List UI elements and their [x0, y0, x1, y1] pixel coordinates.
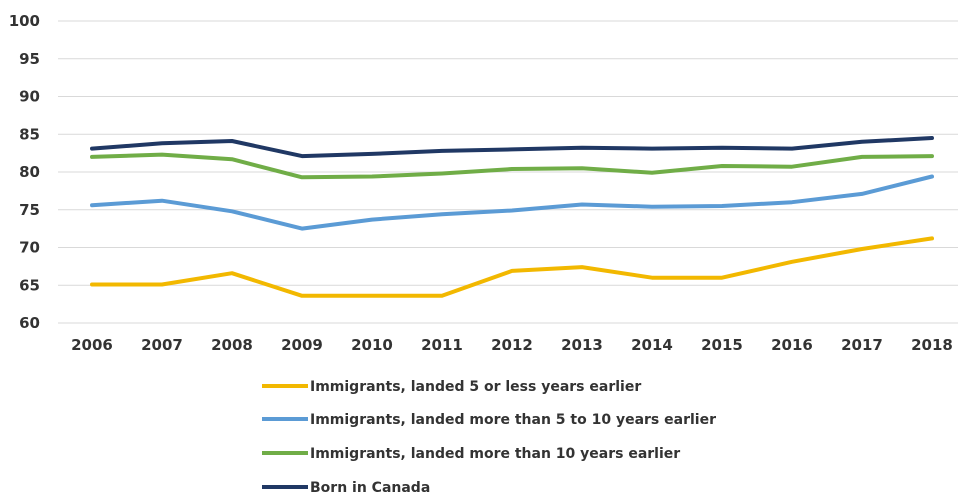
y-tick-label: 95	[19, 50, 40, 68]
y-tick-label: 65	[19, 276, 40, 294]
y-tick-label: 70	[19, 239, 40, 257]
y-tick-label: 60	[19, 314, 40, 332]
y-tick-label: 100	[9, 12, 40, 30]
y-tick-label: 80	[19, 163, 40, 181]
x-axis: 2006 2007 2008 2009 2010 2011 2012 2013 2014 2015…	[71, 336, 953, 354]
y-axis: 60 65 70 75 80 85 90 95 100	[9, 12, 40, 332]
x-tick-label: 2016	[771, 336, 813, 354]
x-tick-label: 2006	[71, 336, 113, 354]
x-tick-label: 2010	[351, 336, 393, 354]
x-tick-label: 2011	[421, 336, 463, 354]
x-tick-label: 2013	[561, 336, 603, 354]
x-tick-label: 2014	[631, 336, 673, 354]
series-line-4	[90, 136, 934, 159]
legend: Immigrants, landed 5 or less years earli…	[262, 379, 716, 495]
series-line-3	[90, 152, 934, 180]
x-tick-label: 2007	[141, 336, 183, 354]
legend-label: Immigrants, landed more than 10 years ea…	[310, 446, 680, 462]
x-tick-label: 2008	[211, 336, 253, 354]
series-line-2	[90, 174, 934, 231]
legend-label: Born in Canada	[310, 480, 430, 495]
x-tick-label: 2015	[701, 336, 743, 354]
gridlines	[58, 20, 958, 324]
y-tick-label: 75	[19, 201, 40, 219]
x-tick-label: 2012	[491, 336, 533, 354]
series-lines	[90, 136, 934, 298]
y-tick-label: 85	[19, 125, 40, 143]
x-tick-label: 2017	[841, 336, 883, 354]
series-line-1	[90, 236, 934, 298]
legend-label: Immigrants, landed 5 or less years earli…	[310, 379, 641, 395]
x-tick-label: 2009	[281, 336, 323, 354]
y-tick-label: 90	[19, 88, 40, 106]
legend-label: Immigrants, landed more than 5 to 10 yea…	[310, 412, 716, 428]
x-tick-label: 2018	[911, 336, 953, 354]
